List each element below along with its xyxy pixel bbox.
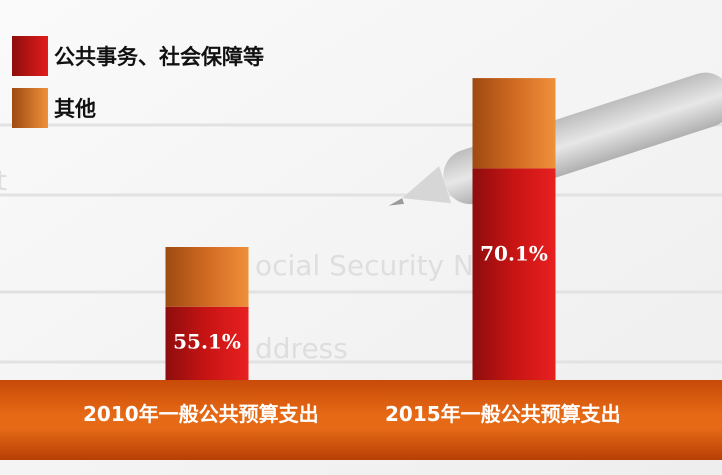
data-label-0: 55.1% <box>173 330 241 354</box>
legend-item-public-affairs: 公共事务、社会保障等 <box>12 30 264 82</box>
bar-segment-other-1 <box>472 78 556 169</box>
legend-swatch-orange <box>12 88 48 128</box>
svg-text:ocial Security No.: ocial Security No. <box>255 249 500 282</box>
legend-swatch-red <box>12 36 48 76</box>
svg-text:t: t <box>0 164 7 197</box>
svg-text:ddress: ddress <box>255 332 348 365</box>
legend-label: 公共事务、社会保障等 <box>54 45 264 69</box>
legend: 公共事务、社会保障等 其他 <box>12 30 264 134</box>
category-label-2010: 2010年一般公共预算支出 <box>83 402 319 426</box>
legend-item-other: 其他 <box>12 82 264 134</box>
data-label-1: 70.1% <box>480 241 548 265</box>
bar-segment-public-affairs-1 <box>472 168 556 380</box>
category-label-2015: 2015年一般公共预算支出 <box>385 402 621 426</box>
category-band <box>0 380 722 460</box>
legend-label: 其他 <box>54 97 96 121</box>
bar-segment-public-affairs-0 <box>165 306 249 380</box>
bar-segment-other-0 <box>165 247 249 307</box>
